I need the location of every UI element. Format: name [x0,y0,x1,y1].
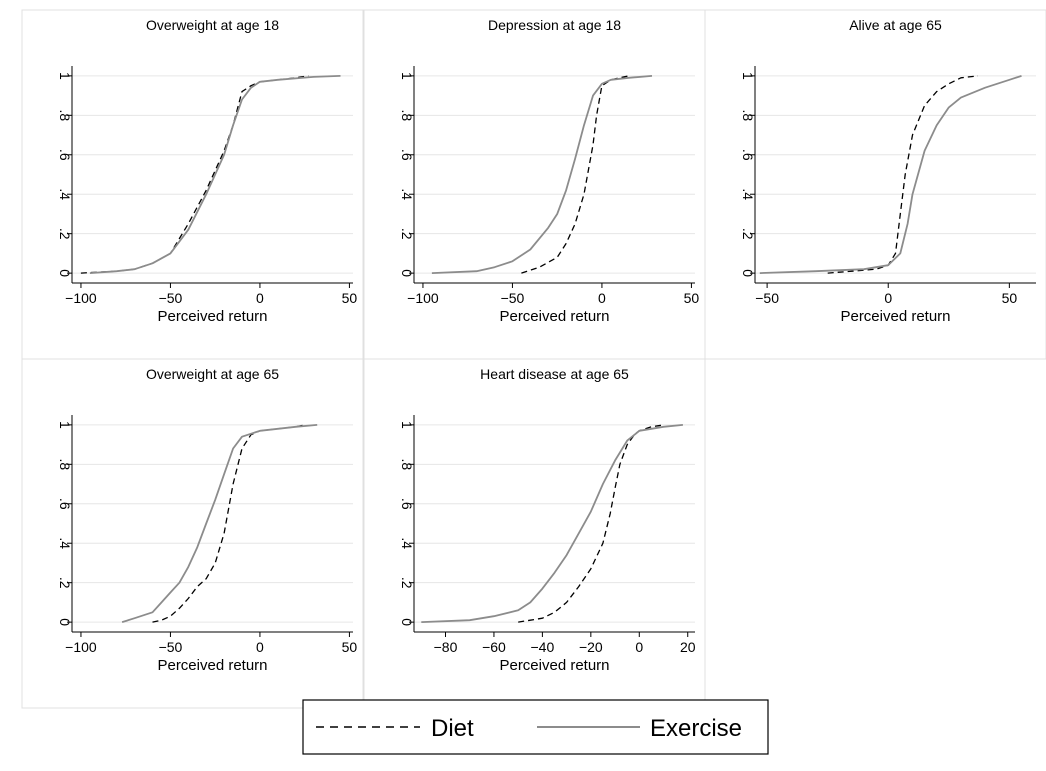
panel-frame [21,9,364,360]
exercise-series-line [759,75,1022,274]
x-tick-label: 0 [598,290,606,306]
y-tick-label: .6 [399,498,415,510]
x-tick-label: −50 [159,290,183,306]
x-tick-label: −60 [482,639,506,655]
y-tick-label: .2 [740,228,756,240]
x-axis-label: Perceived return [840,308,950,325]
y-tick-label: .4 [399,188,415,200]
y-tick-label: 0 [57,269,73,277]
y-tick-label: .6 [399,149,415,161]
x-tick-label: 0 [884,290,892,306]
y-tick-label: .2 [57,228,73,240]
y-tick-label: 1 [399,72,415,80]
x-axis-label: Perceived return [157,657,267,674]
x-tick-label: −50 [755,290,779,306]
panel-title: Overweight at age 65 [146,366,279,382]
x-tick-label: 20 [680,639,696,655]
panel-frame [363,358,706,709]
y-tick-label: .6 [740,149,756,161]
panel-frame [21,358,364,709]
x-tick-label: −50 [159,639,183,655]
panel-title: Heart disease at age 65 [480,366,629,382]
y-tick-label: 1 [57,421,73,429]
x-tick-label: −100 [407,290,439,306]
x-axis-label: Perceived return [157,308,267,325]
y-tick-label: .8 [399,109,415,121]
y-tick-label: 0 [399,618,415,626]
diet-series-line [827,75,978,274]
x-tick-label: 0 [256,290,264,306]
y-tick-label: .8 [57,109,73,121]
x-tick-label: 50 [684,290,700,306]
y-tick-label: 1 [740,72,756,80]
x-tick-label: −50 [501,290,525,306]
panel-title: Overweight at age 18 [146,17,279,33]
y-tick-label: 1 [399,421,415,429]
panel-frame [363,9,706,360]
exercise-series-line [431,75,653,274]
legend-diet-label: Diet [431,715,474,742]
panel-4: Overweight at age 65 0 .2 .4 .6 .8 1 −100 −50 0 50… [21,358,364,709]
y-tick-label: .8 [740,109,756,121]
x-tick-label: −100 [65,290,97,306]
panel-title: Depression at age 18 [488,17,621,33]
x-tick-label: 50 [342,290,358,306]
x-tick-label: −20 [579,639,603,655]
x-tick-label: 0 [256,639,264,655]
panel-1: Overweight at age 18 0 .2 .4 .6 .8 1 −100 −50 0 50… [21,9,364,360]
y-tick-label: .6 [57,498,73,510]
x-axis-label: Perceived return [499,657,609,674]
exercise-series-line [121,424,318,623]
y-tick-label: 0 [740,269,756,277]
legend-exercise-label: Exercise [650,715,742,742]
y-tick-label: .2 [399,577,415,589]
exercise-series-line [89,75,341,274]
x-tick-label: 50 [1002,290,1018,306]
y-tick-label: 1 [57,72,73,80]
y-tick-label: .4 [57,188,73,200]
y-tick-label: .2 [57,577,73,589]
x-tick-label: 0 [635,639,643,655]
y-tick-label: .2 [399,228,415,240]
y-tick-label: 0 [399,269,415,277]
panel-3: Alive at age 65 0 .2 .4 .6 .8 1 −50 0 50 Perceived… [704,9,1046,360]
x-tick-label: −100 [65,639,97,655]
panels: Overweight at age 18 0 .2 .4 .6 .8 1 −100 −50 0 50… [21,9,1046,709]
y-tick-label: .6 [57,149,73,161]
legend: Diet Exercise [302,699,769,755]
y-tick-label: .4 [399,537,415,549]
x-tick-label: −40 [531,639,555,655]
legend-box [302,699,769,755]
panel-title: Alive at age 65 [849,17,942,33]
x-axis-label: Perceived return [499,308,609,325]
exercise-series-line [421,424,683,623]
y-tick-label: .4 [740,188,756,200]
y-tick-label: .8 [399,458,415,470]
x-tick-label: 50 [342,639,358,655]
panel-2: Depression at age 18 0 .2 .4 .6 .8 1 −100 −50 0 50… [363,9,706,360]
panel-5: Heart disease at age 65 0 .2 .4 .6 .8 1 −80 −60 −… [363,358,706,709]
diet-series-line [521,75,629,274]
y-tick-label: .4 [57,537,73,549]
y-tick-label: 0 [57,618,73,626]
y-tick-label: .8 [57,458,73,470]
panel-frame [704,9,1046,360]
x-tick-label: −80 [434,639,458,655]
